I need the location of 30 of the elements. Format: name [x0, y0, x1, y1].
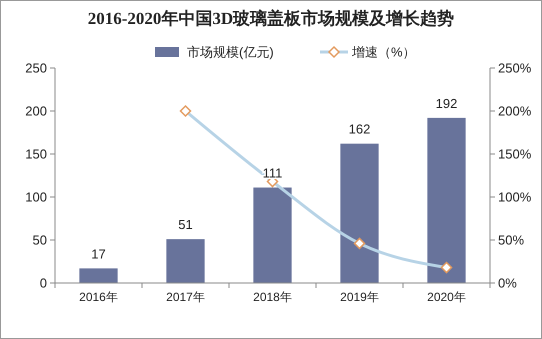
y2-tick-label: 0%	[498, 276, 518, 291]
y-tick-label: 150	[25, 146, 47, 162]
y-tick-label: 200	[25, 104, 47, 119]
y2-tick-label: 150%	[498, 146, 532, 162]
y-tick-label: 250	[25, 60, 47, 76]
data-label: 162	[348, 122, 370, 137]
chart-title: 2016-2020年中国3D玻璃盖板市场规模及增长趋势	[88, 8, 454, 28]
bar	[340, 144, 379, 283]
y2-tick-label: 200%	[498, 104, 532, 119]
legend-label: 市场规模(亿元)	[187, 44, 274, 60]
y2-tick-label: 100%	[498, 190, 532, 205]
legend-label: 增速（%）	[351, 44, 416, 60]
bar	[79, 268, 118, 283]
y2-tick-label: 250%	[498, 60, 532, 76]
y-tick-label: 100	[25, 190, 47, 205]
x-tick-label: 2018年	[253, 290, 292, 304]
bar	[166, 239, 205, 283]
x-tick-label: 2017年	[166, 290, 205, 304]
data-label: 111	[262, 166, 282, 181]
bar	[427, 118, 466, 283]
y-tick-label: 50	[32, 232, 47, 248]
data-label: 51	[178, 217, 193, 232]
x-tick-label: 2019年	[340, 290, 379, 304]
x-tick-label: 2020年	[427, 290, 466, 304]
y2-tick-label: 50%	[498, 232, 524, 248]
bar	[253, 188, 292, 283]
data-label: 17	[91, 246, 106, 262]
x-tick-label: 2016年	[79, 290, 118, 304]
y-tick-label: 0	[40, 276, 47, 291]
data-label: 192	[436, 96, 458, 111]
